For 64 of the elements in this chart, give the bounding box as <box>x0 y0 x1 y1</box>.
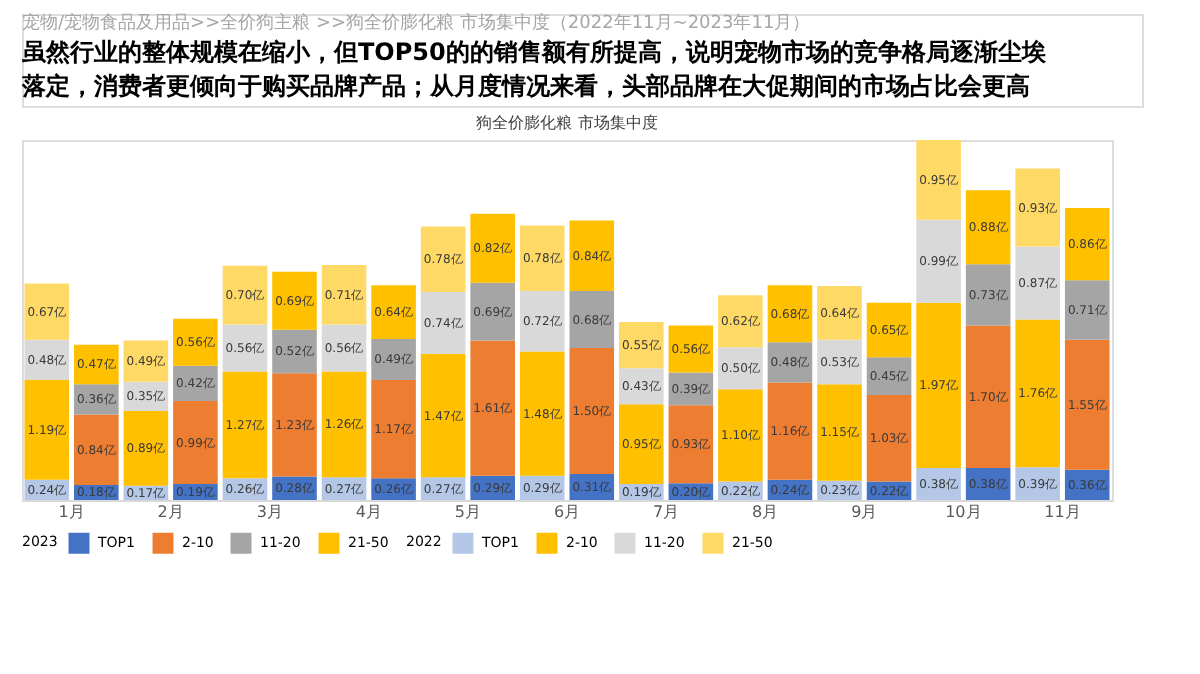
bar <box>321 265 367 325</box>
bar <box>965 190 1011 265</box>
bar <box>123 411 169 486</box>
bar <box>916 219 961 303</box>
bar <box>519 291 565 352</box>
bar <box>767 382 813 480</box>
bar <box>817 384 862 481</box>
x-tick-label: 3月 <box>256 503 283 521</box>
bar <box>916 140 961 220</box>
bar <box>173 318 218 366</box>
bar <box>866 395 912 482</box>
bar <box>420 291 466 354</box>
bar <box>222 265 268 325</box>
bar <box>718 389 763 482</box>
bar <box>173 400 218 485</box>
chart-title: 狗全价膨化粮 市场集中度 <box>476 114 658 132</box>
text: 宠物/宠物食品及用品>>全价狗主粮 >>狗全价膨化粮 市场集中度（2022年11月~2023年11月） <box>22 12 811 34</box>
bar <box>371 380 416 479</box>
bar <box>619 404 664 485</box>
x-tick-label: 5月 <box>454 503 481 521</box>
bar <box>1015 246 1060 320</box>
x-tick-label: 1月 <box>58 503 85 521</box>
bar <box>74 414 119 485</box>
bar <box>519 225 565 292</box>
bar <box>371 285 416 339</box>
bar <box>272 271 317 330</box>
bar <box>569 348 615 474</box>
bar <box>519 351 565 476</box>
bar <box>470 213 515 283</box>
bar <box>1064 339 1110 470</box>
x-tick-label: 9月 <box>851 503 878 521</box>
bar <box>817 286 862 340</box>
bar <box>569 291 615 349</box>
bar <box>321 371 367 478</box>
bar <box>1064 280 1110 340</box>
bar <box>1015 319 1060 468</box>
bar <box>24 283 70 340</box>
text: 虽然行业的整体规模在缩小，但TOP50的的销售额有所提高，说明宠物市场的竞争格局逐渐尘埃落定，消费者更倾向于购买品牌产品；从月度情况来看，头部品牌在大促期间的市场占比会更高 <box>20 38 1048 100</box>
bar <box>420 353 466 478</box>
bar <box>965 264 1011 326</box>
bar <box>767 285 813 343</box>
x-tick-label: 6月 <box>553 503 581 521</box>
bar <box>272 373 317 477</box>
bar <box>371 338 416 380</box>
bar <box>420 226 466 292</box>
bar <box>569 220 615 292</box>
x-tick-label: 8月 <box>752 503 779 521</box>
bar <box>24 380 70 480</box>
bar <box>470 340 515 476</box>
x-tick-label: 11月 <box>1044 503 1081 521</box>
bar <box>965 325 1011 469</box>
bar <box>718 295 763 348</box>
bar <box>916 302 961 469</box>
x-tick-label: 7月 <box>653 503 680 521</box>
bar <box>222 371 268 479</box>
bar <box>619 322 664 369</box>
bar <box>718 347 763 390</box>
bar <box>470 282 515 341</box>
bar <box>1064 207 1110 281</box>
x-tick-label: 10月 <box>945 503 982 521</box>
bar <box>1015 168 1060 247</box>
x-tick-label: 4月 <box>355 503 382 521</box>
bar <box>668 405 714 484</box>
x-tick-label: 2月 <box>157 503 184 521</box>
